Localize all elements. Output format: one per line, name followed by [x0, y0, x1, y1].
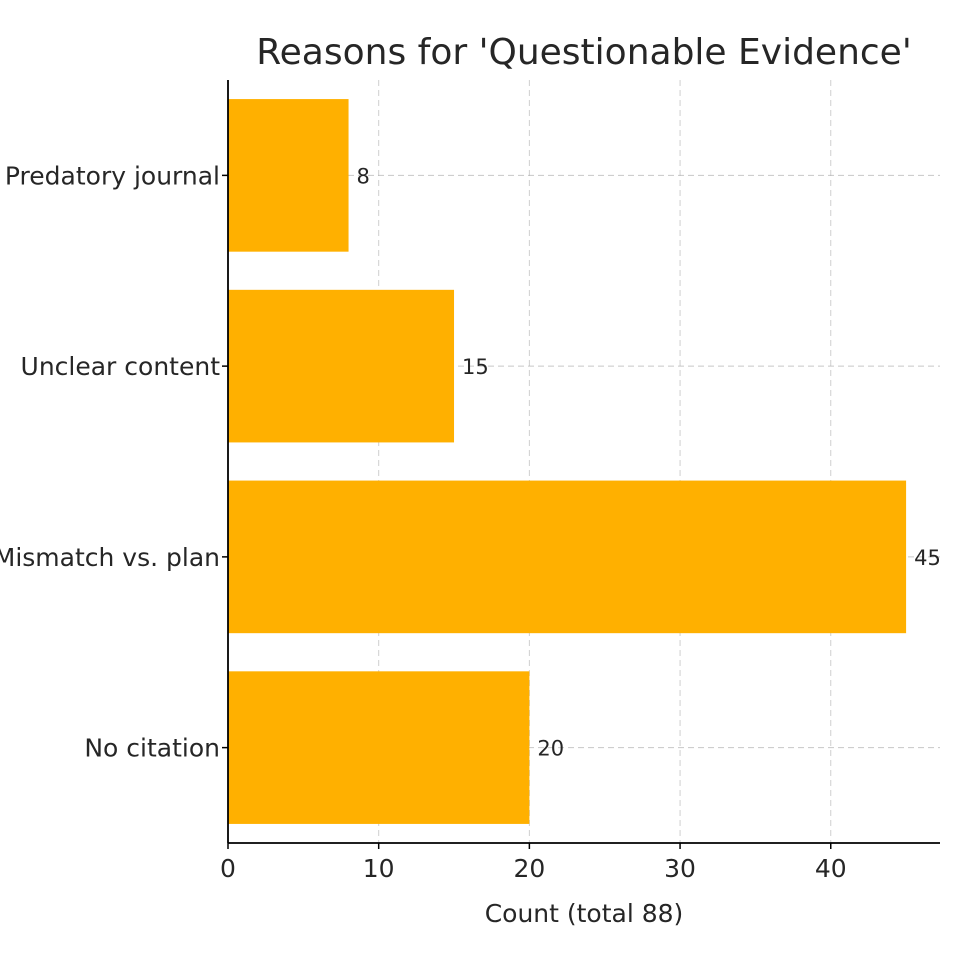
- x-tick-label: 0: [220, 854, 236, 883]
- category-label: Predatory journal: [5, 161, 220, 190]
- category-label: Unclear content: [21, 352, 221, 381]
- bar: [228, 289, 455, 443]
- data-label: 20: [537, 737, 564, 761]
- data-label: 15: [462, 355, 489, 379]
- category-label: Mismatch vs. plan: [0, 543, 220, 572]
- bar: [228, 480, 907, 634]
- axes: [222, 80, 940, 849]
- category-label: No citation: [84, 734, 220, 763]
- bars: [228, 99, 907, 824]
- labels: Predatory journal 8 Unclear content 15 Misma…: [0, 161, 941, 883]
- chart-title: Reasons for 'Questionable Evidence': [256, 32, 911, 73]
- x-axis-label: Count (total 88): [485, 899, 684, 928]
- data-label: 45: [914, 546, 941, 570]
- x-tick-label: 40: [815, 854, 847, 883]
- data-label: 8: [357, 164, 370, 188]
- x-tick-label: 30: [664, 854, 696, 883]
- bar: [228, 99, 349, 252]
- bar: [228, 671, 530, 824]
- x-tick-label: 20: [513, 854, 545, 883]
- x-tick-label: 10: [363, 854, 395, 883]
